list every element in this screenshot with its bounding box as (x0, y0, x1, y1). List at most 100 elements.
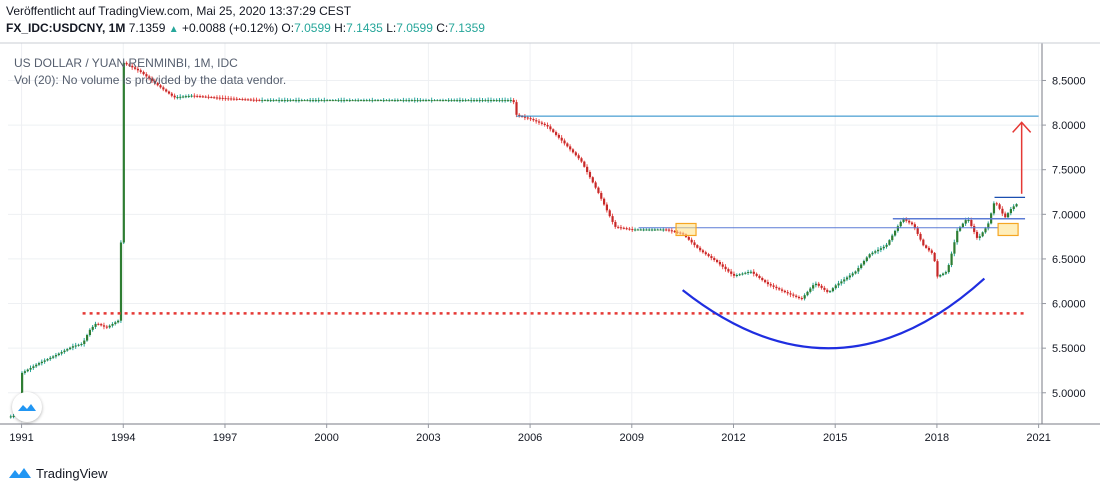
candle-body (670, 230, 673, 232)
candle-body (549, 126, 552, 130)
candle-body (509, 100, 512, 102)
candle-body (933, 252, 936, 262)
candle-body (995, 203, 998, 205)
candle-body (840, 281, 843, 284)
candle-body (656, 229, 659, 231)
candle-body (139, 70, 142, 72)
candle-body (317, 100, 320, 102)
candle-body (741, 273, 744, 275)
candle-body (795, 295, 798, 297)
candle-body (292, 100, 295, 102)
candle-body (348, 100, 351, 102)
candle-body (961, 223, 964, 228)
candle-body (975, 231, 979, 238)
y-axis: 8.5000 8.0000 7.5000 7.0000 6.5000 6.0000 5.50… (1042, 75, 1086, 400)
candle-body (964, 220, 967, 224)
footer-brand[interactable]: TradingView (36, 465, 108, 481)
candle-body (1012, 206, 1015, 210)
candle-body (631, 229, 634, 231)
candle-body (441, 100, 445, 102)
candle-body (532, 119, 535, 121)
price-chart[interactable]: 1991 1994 1997 2000 2003 2006 2009 2012 2015 2018… (0, 41, 1100, 455)
candle-body (196, 95, 199, 97)
close-value: 7.1359 (448, 21, 485, 35)
candle-body (272, 100, 275, 102)
candle-body (323, 100, 326, 102)
y-tick-label: 6.5000 (1052, 254, 1086, 266)
candle-body (538, 121, 541, 123)
candle-body (405, 100, 408, 102)
candle-body (26, 369, 29, 372)
candle-body (893, 230, 897, 236)
candle-body (334, 100, 337, 102)
candle-body (1001, 208, 1004, 214)
candle-body (744, 272, 747, 274)
candle-body (362, 100, 366, 102)
candle-body (266, 100, 269, 102)
candle-body (905, 219, 908, 221)
candle-body (854, 271, 857, 274)
candle-body (707, 254, 710, 257)
candle-body (388, 100, 391, 102)
candle-body (560, 137, 563, 141)
candle-body (382, 100, 385, 102)
candle-body (419, 100, 422, 102)
candle-body (492, 100, 496, 102)
close-label: C: (436, 21, 449, 35)
published-line: Veröffentlicht auf TradingView.com, Mai … (6, 4, 352, 18)
candle-body (659, 229, 662, 231)
candle-body (371, 100, 374, 102)
candle-body (1004, 213, 1007, 218)
candle-body (258, 99, 261, 101)
candle-body (9, 416, 12, 418)
candle-body (1006, 213, 1010, 218)
candle-body (328, 100, 332, 102)
candle-body (506, 100, 510, 102)
candle-body (331, 100, 334, 102)
candle-body (642, 229, 645, 231)
candle-body (817, 283, 820, 286)
candle-body (461, 100, 464, 102)
symbol[interactable]: FX_IDC:USDCNY, 1M (6, 21, 126, 35)
candle-body (919, 233, 922, 240)
candle-body (569, 146, 572, 150)
candle-body (922, 239, 925, 246)
candle-body (882, 246, 885, 249)
high-label: H: (334, 21, 347, 35)
candle-body (1009, 209, 1013, 214)
tradingview-logo-icon (9, 468, 31, 478)
candle-body (727, 269, 730, 272)
candle-body (823, 287, 826, 290)
candle-body (207, 96, 210, 98)
candle-body (942, 273, 945, 276)
candle-body (851, 273, 854, 276)
candle-body (439, 100, 442, 102)
candle-body (458, 100, 462, 102)
candle-body (800, 298, 803, 300)
open-value: 7.0599 (294, 21, 331, 35)
candle-body (755, 273, 758, 276)
candle-body (32, 366, 35, 368)
candle-body (611, 216, 614, 222)
chart-area[interactable]: 1991 1994 1997 2000 2003 2006 2009 2012 2015 2018… (0, 41, 1100, 455)
candle-body (391, 100, 394, 102)
candle-body (939, 275, 942, 277)
candle-body (57, 353, 60, 356)
candle-body (224, 98, 227, 100)
candle-body (783, 290, 786, 293)
candle-body (639, 229, 642, 231)
candle-body (167, 91, 171, 94)
candle-body (721, 264, 724, 267)
candle-body (693, 242, 696, 246)
candle-body (504, 100, 507, 102)
candle-body (357, 100, 360, 102)
candle-body (269, 100, 272, 102)
candle-body (820, 285, 823, 288)
candle-body (422, 100, 425, 102)
tradingview-button[interactable] (12, 392, 42, 422)
candle-body (701, 250, 705, 253)
y-tick-label: 7.0000 (1052, 209, 1086, 221)
candle-body (792, 294, 795, 296)
candles (9, 61, 1018, 419)
candle-body (117, 320, 120, 323)
